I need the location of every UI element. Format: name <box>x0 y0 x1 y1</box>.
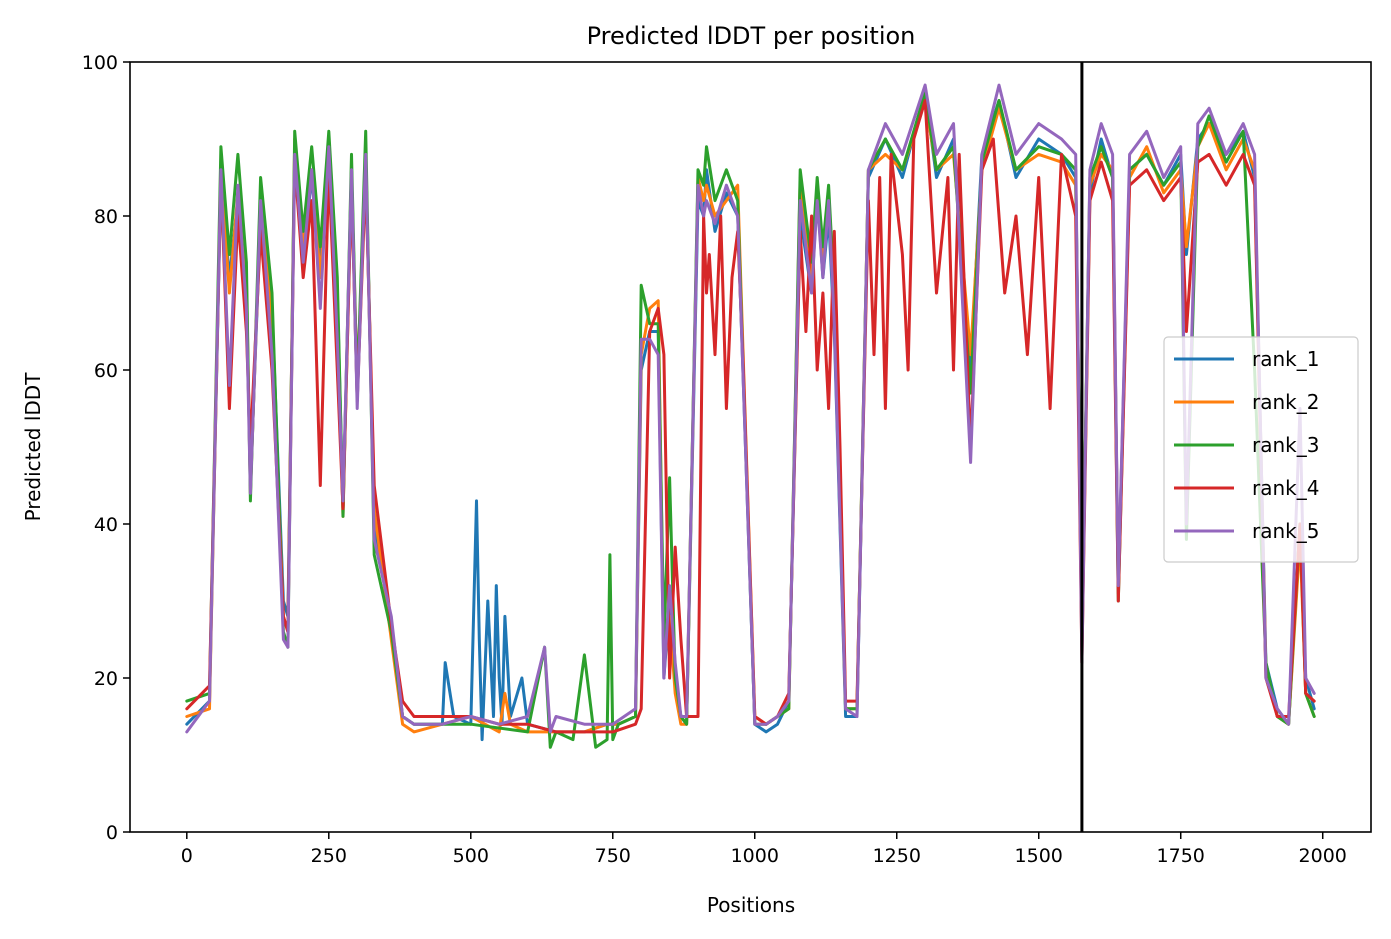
y-tick-label: 60 <box>94 360 118 382</box>
plot-lines <box>185 83 1316 749</box>
series-line-rank_5 <box>185 83 1316 734</box>
legend-label-rank_4: rank_4 <box>1252 476 1319 500</box>
x-tick-label: 750 <box>595 845 631 867</box>
x-axis: 0 250 500 750 1000 1250 1500 1750 2000 <box>181 832 1347 867</box>
x-tick-label: 1250 <box>873 845 921 867</box>
x-tick-label: 1750 <box>1157 845 1205 867</box>
y-tick-label: 20 <box>94 668 118 690</box>
legend-label-rank_5: rank_5 <box>1252 519 1319 543</box>
x-axis-title: Positions <box>707 893 795 917</box>
x-tick-label: 500 <box>453 845 489 867</box>
series-line-rank_1 <box>185 91 1316 742</box>
y-tick-label: 80 <box>94 206 118 228</box>
legend-label-rank_3: rank_3 <box>1252 433 1319 457</box>
series-line-rank_3 <box>185 91 1316 749</box>
x-tick-label: 1000 <box>731 845 779 867</box>
x-tick-label: 1500 <box>1015 845 1063 867</box>
y-tick-label: 100 <box>82 52 118 74</box>
x-tick-label: 0 <box>181 845 193 867</box>
chart-title: Predicted lDDT per position <box>587 22 916 50</box>
y-axis-title: Predicted lDDT <box>21 372 45 522</box>
legend-label-rank_1: rank_1 <box>1252 347 1319 371</box>
y-tick-label: 40 <box>94 514 118 536</box>
legend-box <box>1163 336 1359 563</box>
x-tick-label: 250 <box>311 845 347 867</box>
x-tick-label: 2000 <box>1299 845 1347 867</box>
y-tick-label: 0 <box>106 822 118 844</box>
y-axis: 0 20 40 60 80 100 <box>82 52 130 844</box>
legend: rank_1 rank_2 rank_3 rank_4 rank_5 <box>1163 336 1359 563</box>
legend-label-rank_2: rank_2 <box>1252 390 1319 414</box>
plot-frame <box>129 61 1372 833</box>
